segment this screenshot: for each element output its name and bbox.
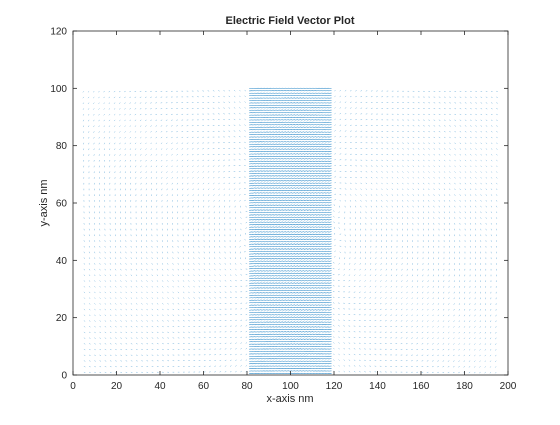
plot-background (73, 31, 508, 375)
